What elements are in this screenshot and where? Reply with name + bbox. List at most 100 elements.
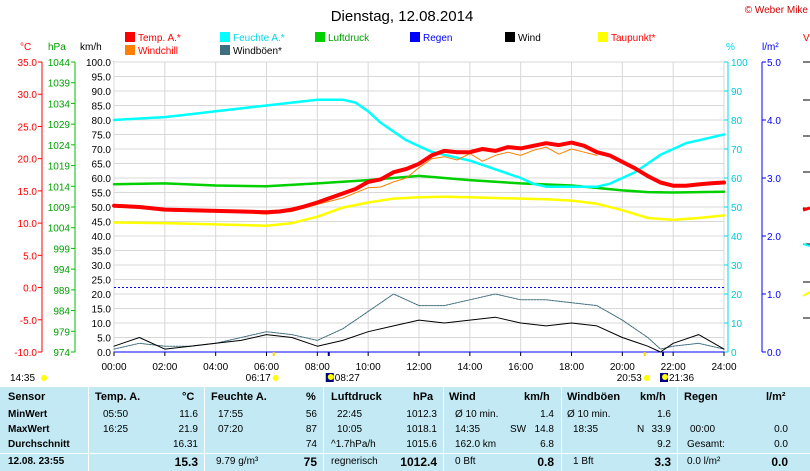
legend-item-gusts[interactable]: Windböen* <box>220 45 282 57</box>
gusts-max-time: 18:35 <box>573 424 599 435</box>
legend-label-dewpoint: Taupunkt* <box>611 33 656 44</box>
wind-max-time: 14:35 <box>455 424 481 435</box>
temp-max-time: 16:25 <box>103 424 129 435</box>
legend-label-humidity: Feuchte A.* <box>233 33 285 44</box>
hpa-tick-label: 989 <box>53 286 70 297</box>
percent-tick-label: 70 <box>731 145 743 156</box>
time-tick-label: 06:00 <box>254 362 279 373</box>
legend-swatch-gusts <box>220 45 230 55</box>
series-line-7 <box>112 195 726 227</box>
legend-item-pressure[interactable]: Luftdruck <box>315 32 370 44</box>
rain-rate: 0.0 l/m² <box>687 456 721 467</box>
legend-item-windchill[interactable]: Windchill <box>125 45 178 57</box>
temp-min-value: 11.6 <box>179 409 198 420</box>
percent-tick-label: 0 <box>731 348 737 359</box>
percent-tick-label: 10 <box>731 319 743 330</box>
kmh-tick-label: 5.0 <box>97 334 111 345</box>
copyright-link[interactable]: © Weber Mike <box>745 5 809 16</box>
min-time-label: 14:35 <box>10 373 35 384</box>
hpa-tick-label: 979 <box>53 327 70 338</box>
legend-item-wind[interactable]: Wind <box>505 32 541 44</box>
header-pressure: Luftdruck <box>331 391 382 403</box>
humidity-avg-value: 74 <box>305 439 317 450</box>
pressure-max-time: 10:05 <box>337 424 363 435</box>
legend-item-humidity[interactable]: Feuchte A.* <box>220 32 285 44</box>
humidity-min-time: 17:55 <box>218 409 244 420</box>
kmh-tick-label: 85.0 <box>92 102 112 113</box>
hpa-tick-label: 1044 <box>48 58 71 69</box>
row-label-avg: Durchschnitt <box>8 439 70 450</box>
pressure-forecast: regnerisch <box>331 456 378 467</box>
sunset-sun-icon <box>643 375 650 381</box>
kmh-tick-label: 65.0 <box>92 160 112 171</box>
pressure-max-value: 1018.1 <box>406 424 437 435</box>
time-tick-label: 12:00 <box>406 362 431 373</box>
legend-item-temp[interactable]: Temp. A.* <box>125 32 181 44</box>
celsius-tick-label: -10.0 <box>14 348 37 359</box>
header-gusts-unit: km/h <box>640 391 666 403</box>
temp-avg-value: 16.31 <box>172 439 198 450</box>
row-label-min: MinWert <box>8 409 48 420</box>
legend-swatch-wind <box>505 32 515 42</box>
grid-lines <box>113 61 725 353</box>
kmh-tick-label: 15.0 <box>92 305 112 316</box>
gusts-bft: 1 Bft <box>573 456 594 467</box>
col-separator-6 <box>677 387 678 471</box>
rain-tick-label: 2.0 <box>767 232 781 243</box>
percent-tick-label: 30 <box>731 261 743 272</box>
gusts-max-value: 33.9 <box>651 424 671 435</box>
gusts-avg-value: 9.2 <box>657 439 671 450</box>
humidity-absolute: 9.79 g/m³ <box>216 456 259 467</box>
sunrise-label: 06:17 <box>246 373 271 384</box>
side-preview-line-cyan <box>802 243 810 247</box>
wind-current-value: 0.8 <box>537 455 554 469</box>
time-tick-label: 08:00 <box>305 362 330 373</box>
pressure-trend: ^1.7hPa/h <box>331 439 376 450</box>
hpa-tick-label: 974 <box>53 348 70 359</box>
hpa-tick-label: 1024 <box>48 141 71 152</box>
kmh-tick-label: 70.0 <box>92 145 112 156</box>
kmh-tick-label: 20.0 <box>92 290 112 301</box>
series-line-0 <box>112 140 726 215</box>
col-separator-2 <box>204 387 205 471</box>
col-separator-5 <box>561 387 562 471</box>
celsius-tick-label: 25.0 <box>18 122 38 133</box>
legend-item-rain[interactable]: Regen <box>410 32 452 44</box>
wind-max-direction: SW <box>510 424 527 435</box>
hpa-tick-label: 1009 <box>48 203 71 214</box>
humidity-min-value: 56 <box>305 409 317 420</box>
rain-total-value: 0.0 <box>774 439 788 450</box>
wind-min-value: 1.4 <box>540 409 554 420</box>
kmh-tick-label: 40.0 <box>92 232 112 243</box>
rain-tick-label: 0.0 <box>767 348 781 359</box>
percent-tick-label: 100 <box>731 58 748 69</box>
celsius-tick-label: 35.0 <box>18 58 38 69</box>
wind-max-value: 14.8 <box>534 424 554 435</box>
side-preview-letter: V <box>803 33 810 44</box>
hpa-tick-label: 1034 <box>48 99 71 110</box>
header-temp-unit: °C <box>182 391 195 403</box>
axis-unit-percent: % <box>726 42 735 53</box>
col-separator-4 <box>443 387 444 471</box>
axis-unit-celsius: °C <box>20 42 31 53</box>
celsius-tick-label: 0.0 <box>23 284 37 295</box>
series-line-6 <box>113 316 725 353</box>
header-humidity-unit: % <box>306 391 316 403</box>
time-tick-label: 22:00 <box>661 362 686 373</box>
kmh-tick-label: 80.0 <box>92 116 112 127</box>
legend: Temp. A.* Windchill Feuchte A.* Windböen… <box>125 32 656 57</box>
moonrise-moon-glyph <box>327 374 334 380</box>
legend-item-dewpoint[interactable]: Taupunkt* <box>598 32 656 44</box>
legend-label-wind: Wind <box>518 33 541 44</box>
percent-tick-label: 60 <box>731 174 743 185</box>
gusts-current-value: 3.3 <box>654 455 671 469</box>
temp-max-value: 21.9 <box>178 424 198 435</box>
legend-swatch-dewpoint <box>598 32 608 42</box>
left-axes: 35.0 30.0 25.0 20.0 15.0 10.0 5.0 0.0 -5.0 -10.0 1… <box>14 58 111 359</box>
pressure-current-value: 1012.4 <box>400 455 437 469</box>
moonset-moon-glyph <box>662 374 668 380</box>
hpa-tick-label: 984 <box>53 307 70 318</box>
header-rain-unit: l/m² <box>766 391 786 403</box>
gusts-max-direction: N <box>637 424 645 435</box>
kmh-tick-label: 90.0 <box>92 87 112 98</box>
